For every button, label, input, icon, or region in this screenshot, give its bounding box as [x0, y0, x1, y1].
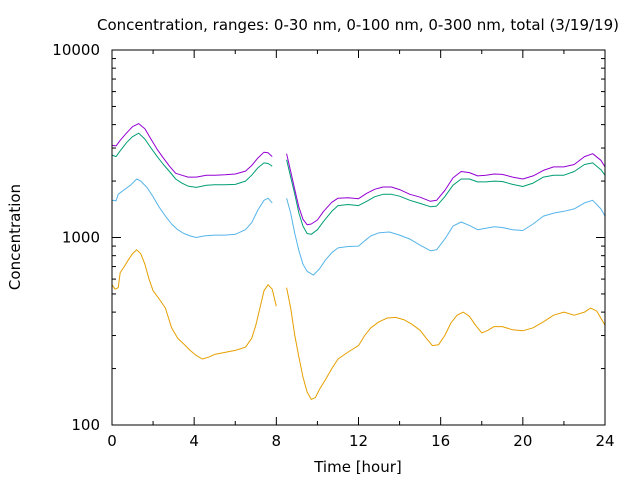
y-axis: 100 1000 10000	[52, 41, 605, 434]
y-tick-label: 10000	[52, 41, 100, 59]
y-axis-label: Concentration	[6, 184, 24, 290]
series-line-0	[286, 287, 606, 400]
series-line-3	[111, 123, 273, 178]
x-tick-label: 4	[189, 432, 199, 450]
series-line-1	[111, 178, 273, 238]
y-tick-label: 100	[71, 416, 100, 434]
x-tick-label: 8	[272, 432, 282, 450]
x-axis: 0 4 8 12 16 20 24	[107, 50, 615, 450]
y-tick-label: 1000	[62, 229, 100, 247]
x-tick-label: 24	[595, 432, 614, 450]
plot-frame	[111, 49, 606, 426]
x-tick-label: 20	[513, 432, 532, 450]
x-tick-label: 12	[349, 432, 368, 450]
x-axis-label: Time [hour]	[313, 458, 402, 476]
series-line-2	[111, 132, 273, 188]
x-tick-label: 16	[431, 432, 450, 450]
series-layer	[111, 123, 606, 400]
x-tick-label: 0	[107, 432, 117, 450]
series-line-1	[286, 198, 606, 276]
series-line-3	[286, 153, 606, 226]
series-line-0	[111, 249, 277, 360]
chart-title: Concentration, ranges: 0-30 nm, 0-100 nm…	[97, 16, 619, 34]
series-line-2	[286, 159, 606, 235]
